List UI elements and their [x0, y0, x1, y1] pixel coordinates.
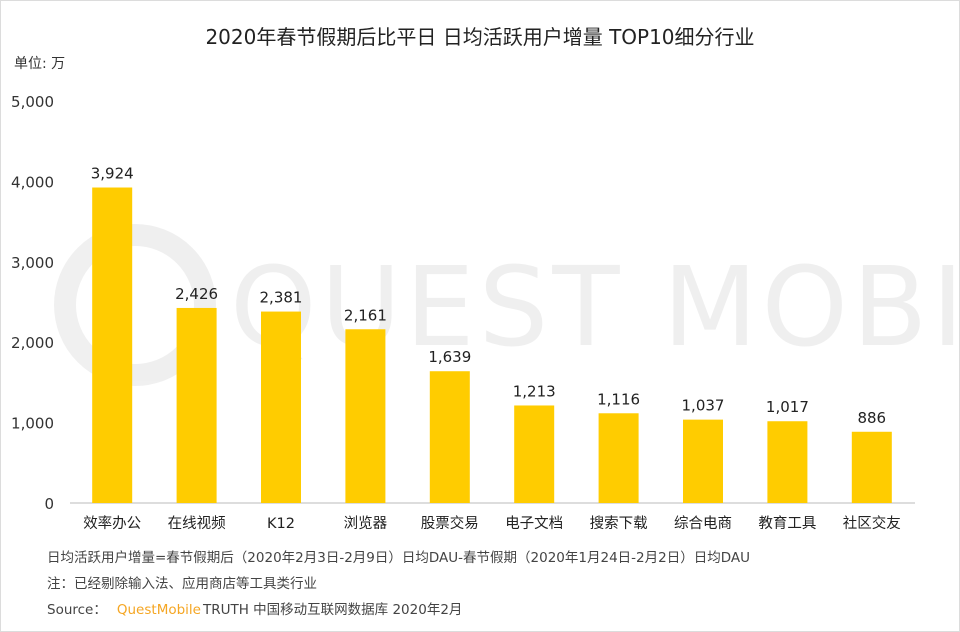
bar [514, 405, 555, 503]
definition-note: 日均活跃用户增量=春节假期后（2020年2月3日-2月9日）日均DAU-春节假期… [47, 549, 750, 566]
source-brand: QuestMobile [117, 602, 201, 618]
x-tick-label: 教育工具 [758, 515, 816, 532]
data-label: 886 [857, 409, 886, 427]
y-tick-label: 3,000 [11, 254, 54, 272]
data-label: 3,924 [91, 165, 134, 183]
bar [598, 413, 639, 503]
bar [345, 329, 386, 503]
data-label: 1,639 [428, 348, 471, 366]
bar [261, 311, 301, 503]
x-tick-label: 股票交易 [421, 514, 479, 532]
y-tick-label: 0 [44, 495, 54, 513]
bar [92, 187, 133, 503]
bar [429, 371, 470, 503]
exclusion-note: 注：已经剔除输入法、应用商店等工具类行业 [47, 575, 317, 592]
x-tick-label: 在线视频 [168, 515, 226, 532]
bar [767, 421, 808, 503]
x-tick-label: 效率办公 [83, 515, 141, 532]
source-rest: TRUTH 中国移动互联网数据库 2020年2月 [202, 602, 462, 618]
data-label: 1,017 [766, 398, 809, 416]
data-label: 2,161 [344, 306, 387, 324]
y-axis: 0 1,000 2,000 3,000 4,000 5,000 [11, 93, 54, 513]
y-tick-label: 2,000 [11, 334, 54, 352]
bars: 3,924 效率办公 2,426 在线视频 2,381 K12 2,161 浏览器 1,639 股… [83, 165, 901, 532]
data-label: 2,381 [260, 289, 303, 307]
y-tick-label: 5,000 [11, 93, 54, 111]
chart-title: 2020年春节假期后比平日 日均活跃用户增量 TOP10细分行业 [205, 25, 754, 49]
bar [683, 419, 723, 503]
bar [851, 431, 892, 503]
y-tick-label: 1,000 [11, 415, 54, 433]
x-tick-label: 浏览器 [344, 515, 388, 532]
x-tick-label: K12 [267, 516, 295, 532]
x-tick-label: 电子文档 [505, 515, 563, 532]
x-tick-label: 社区交友 [843, 514, 901, 532]
x-tick-label: 搜索下载 [590, 515, 648, 532]
source-prefix: Source： [47, 602, 107, 618]
watermark-text: QUEST MOBILE [230, 243, 960, 371]
unit-label: 单位: 万 [14, 56, 65, 72]
y-tick-label: 4,000 [11, 173, 54, 191]
x-tick-label: 综合电商 [674, 515, 732, 532]
bar [176, 307, 217, 503]
source-note: Source： QuestMobile TRUTH 中国移动互联网数据库 2020年… [47, 602, 462, 618]
data-label: 2,426 [175, 285, 218, 303]
data-label: 1,037 [682, 397, 725, 415]
data-label: 1,116 [597, 390, 640, 408]
data-label: 1,213 [513, 382, 556, 400]
